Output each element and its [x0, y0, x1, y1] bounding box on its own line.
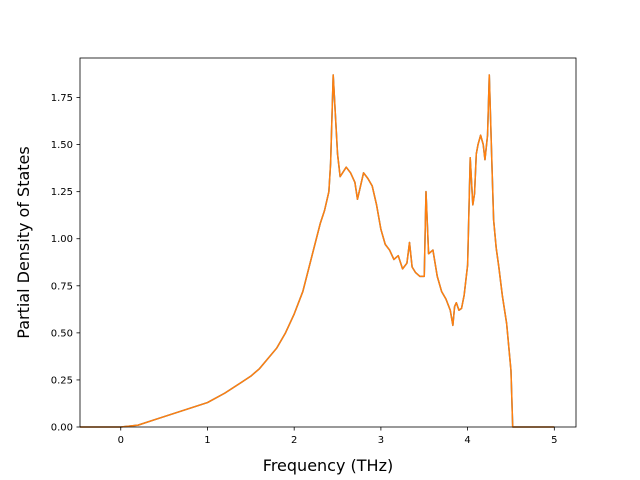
x-tick-label: 3 [378, 435, 384, 446]
plot-frame [79, 57, 577, 428]
series-line-2 [80, 74, 555, 428]
y-tick-label: 1.75 [51, 93, 73, 104]
x-tick-label: 4 [464, 435, 470, 446]
x-axis: 0 1 2 3 4 5 [118, 427, 558, 446]
x-tick-label: 5 [551, 435, 557, 446]
x-tick-label: 2 [291, 435, 297, 446]
x-tick-label: 1 [204, 435, 210, 446]
y-tick-label: 0.50 [51, 328, 73, 339]
y-tick-label: 1.00 [51, 234, 73, 245]
y-axis-title: Partial Density of States [14, 146, 33, 338]
y-axis: 0.00 0.25 0.50 0.75 1.00 1.25 1.50 1.75 [51, 93, 80, 434]
y-tick-label: 1.50 [51, 140, 73, 151]
y-tick-label: 0.25 [51, 375, 73, 386]
x-tick-label: 0 [118, 435, 124, 446]
y-tick-label: 1.25 [51, 187, 73, 198]
plot-layer [80, 74, 555, 428]
x-axis-title: Frequency (THz) [263, 456, 393, 475]
y-tick-label: 0.75 [51, 281, 73, 292]
y-tick-label: 0.00 [51, 423, 73, 434]
